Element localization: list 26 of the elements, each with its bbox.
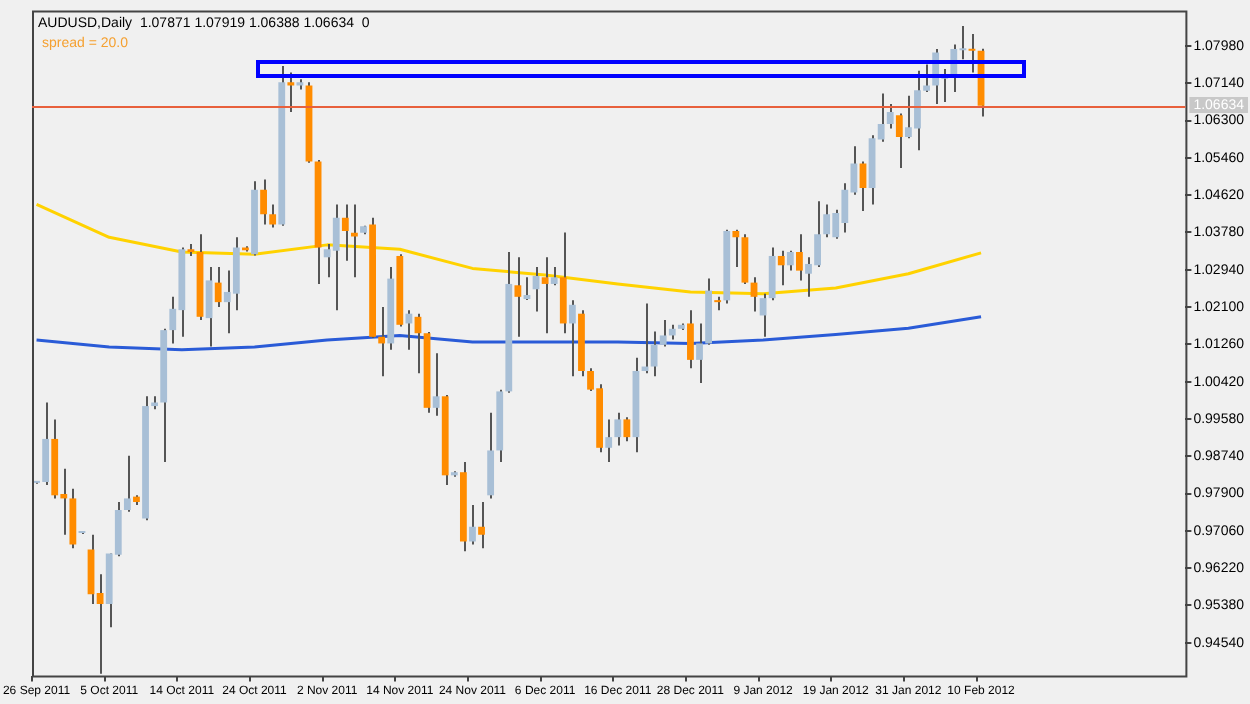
candlestick	[432, 352, 440, 417]
candlestick	[469, 504, 476, 546]
candlestick	[514, 256, 522, 338]
candlestick	[214, 266, 222, 309]
candlestick	[541, 256, 549, 335]
candlestick	[559, 231, 567, 335]
candlestick	[332, 203, 340, 312]
candlestick	[205, 266, 213, 348]
candlestick	[687, 309, 694, 370]
candlestick	[287, 71, 295, 114]
candlestick	[550, 266, 558, 287]
candlestick	[623, 416, 631, 443]
candlestick	[614, 411, 622, 447]
candlestick	[741, 233, 749, 285]
candlestick	[895, 112, 903, 170]
candlestick	[478, 500, 485, 550]
candlestick	[568, 299, 576, 378]
candlestick	[605, 418, 613, 464]
candlestick	[42, 401, 50, 487]
candlestick	[796, 233, 803, 282]
candlestick	[487, 411, 495, 500]
candlestick	[732, 228, 740, 269]
candlestick	[405, 309, 413, 351]
candlestick	[123, 454, 131, 513]
candlestick	[777, 249, 785, 287]
candlestick	[378, 306, 386, 378]
